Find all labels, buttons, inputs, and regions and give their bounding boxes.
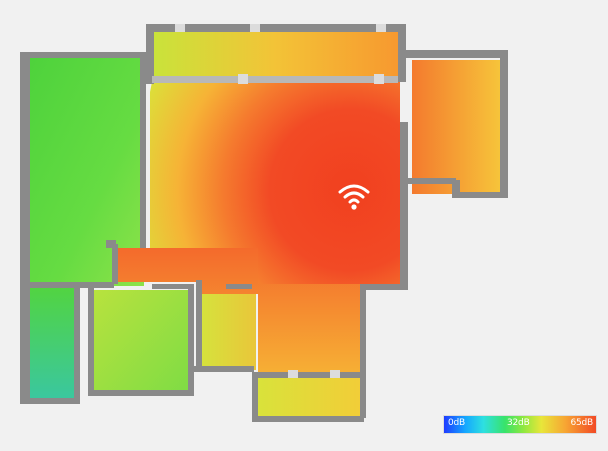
room-right bbox=[412, 60, 500, 194]
walls bbox=[20, 24, 508, 422]
wifi-icon bbox=[338, 184, 370, 210]
room-hall bbox=[112, 248, 364, 378]
room-bottom-mid bbox=[94, 290, 188, 394]
room-bottom-center bbox=[200, 294, 256, 370]
legend-max-label: 65dB bbox=[570, 418, 593, 428]
room-main bbox=[150, 82, 408, 284]
signal-legend: 0dB 32dB 65dB bbox=[444, 416, 596, 433]
legend-mid-label: 32dB bbox=[507, 418, 530, 428]
room-bottom bbox=[258, 378, 362, 418]
room-top bbox=[153, 32, 398, 82]
room-bottom-left bbox=[30, 286, 74, 400]
legend-min-label: 0dB bbox=[448, 418, 466, 428]
windows bbox=[175, 24, 386, 378]
